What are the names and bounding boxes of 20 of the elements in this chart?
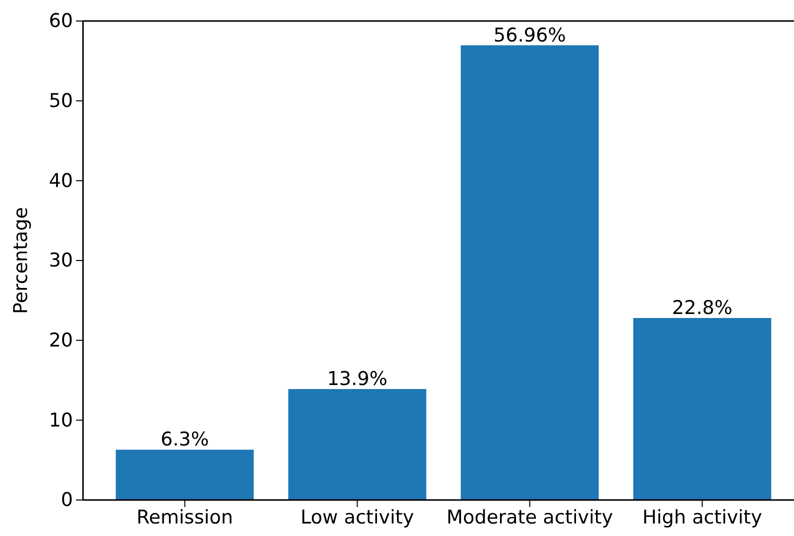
data-label: 6.3% xyxy=(160,428,209,451)
y-axis-title: Percentage xyxy=(10,207,32,314)
x-tick-label: Remission xyxy=(136,506,234,528)
x-tick-label: Low activity xyxy=(300,506,414,528)
y-tick-label: 30 xyxy=(48,250,73,272)
y-tick-label: 60 xyxy=(48,10,73,32)
x-tick-label: Moderate activity xyxy=(446,506,613,528)
bar xyxy=(633,318,772,500)
y-tick-label: 40 xyxy=(48,170,73,192)
data-label: 56.96% xyxy=(494,24,566,46)
data-label: 22.8% xyxy=(672,296,732,319)
bar xyxy=(116,450,254,500)
y-tick-label: 50 xyxy=(48,90,73,112)
data-label: 13.9% xyxy=(327,368,388,390)
y-tick-label: 0 xyxy=(60,489,73,512)
x-tick-label: High activity xyxy=(642,506,762,528)
bar xyxy=(288,389,426,500)
bar xyxy=(460,45,599,500)
y-tick-label: 10 xyxy=(48,409,73,432)
y-tick-label: 20 xyxy=(48,329,73,352)
